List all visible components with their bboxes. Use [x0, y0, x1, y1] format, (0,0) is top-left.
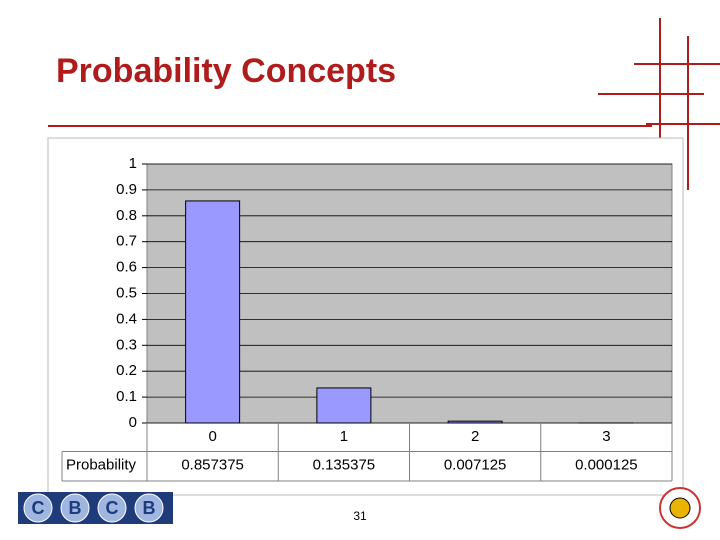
bar: [185, 200, 241, 424]
table-value: 0.135375: [313, 457, 376, 474]
chart: 0 0.1 0.2 0.3 0.4 0.5 0.6 0.7 0.8 0.9 1 0 1 2 3 0.85737…: [61, 155, 673, 482]
bar: [447, 420, 503, 424]
y-tick-label: 0: [129, 414, 137, 431]
slide-title: Probability Concepts: [56, 52, 396, 90]
y-tick-label: 0.9: [116, 181, 137, 198]
y-tick-label: 0.6: [116, 259, 137, 276]
y-tick-label: 1: [129, 155, 137, 172]
bar: [316, 387, 372, 424]
logo-disc: [97, 493, 127, 523]
y-tick-label: 0.7: [116, 233, 137, 250]
page-number: 31: [353, 509, 367, 523]
x-tick-label: 0: [208, 428, 216, 445]
logo-letter: C: [106, 498, 119, 518]
logo-letter: C: [32, 498, 45, 518]
y-tick-label: 0.2: [116, 362, 137, 379]
table-value: 0.000125: [575, 457, 638, 474]
x-tick-label: 3: [602, 428, 610, 445]
y-tick-label: 0.4: [116, 310, 137, 327]
y-tick-label: 0.5: [116, 284, 137, 301]
logo-letter: B: [69, 498, 82, 518]
table-value: 0.857375: [181, 457, 244, 474]
table-value: 0.007125: [444, 457, 507, 474]
logo-disc: [60, 493, 90, 523]
y-tick-label: 0.8: [116, 207, 137, 224]
legend-label: Probability: [66, 457, 137, 474]
seal-center: [669, 497, 691, 519]
y-tick-label: 0.3: [116, 336, 137, 353]
logo-disc: [134, 493, 164, 523]
decoration: [48, 18, 720, 190]
x-tick-label: 1: [340, 428, 348, 445]
y-tick-label: 0.1: [116, 388, 137, 405]
logo-disc: [23, 493, 53, 523]
x-tick-label: 2: [471, 428, 479, 445]
logo-letter: B: [143, 498, 156, 518]
